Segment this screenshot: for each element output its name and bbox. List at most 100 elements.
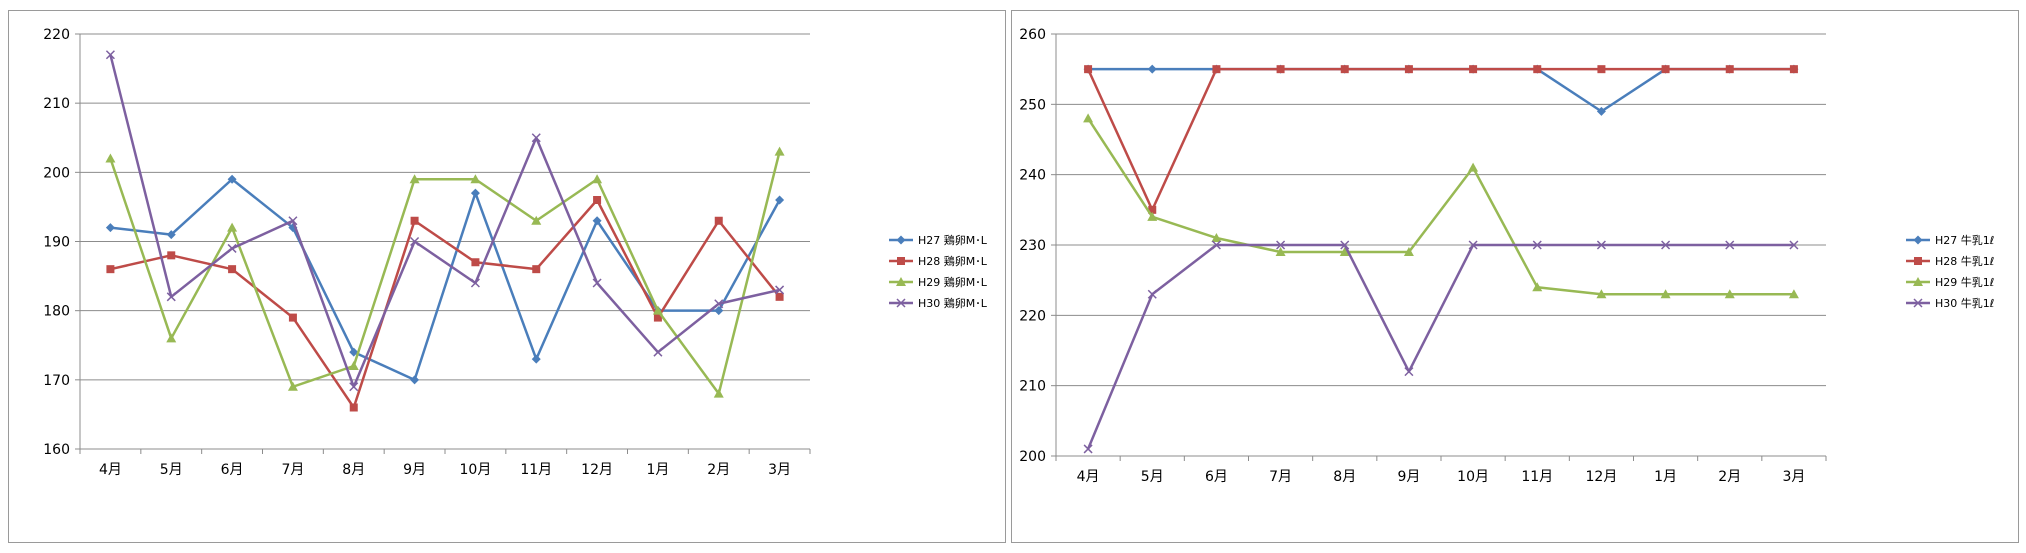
data-point: [1725, 65, 1734, 74]
chart-milk: 200 210 220 230 240 250 260 4月 5月 6月 7月 8月 9月 10月 11月 1…: [1019, 27, 1994, 485]
legend-marker: [896, 277, 906, 286]
data-point: [1340, 65, 1349, 74]
x-tick-label: 12月: [1586, 469, 1618, 485]
data-point: [228, 265, 237, 274]
y-tick-label: 160: [43, 442, 70, 458]
data-point: [1469, 65, 1478, 74]
legend-label: H28 鶏卵M･L: [918, 254, 988, 268]
data-point: [1725, 240, 1735, 250]
data-point: [1661, 240, 1671, 250]
x-tick-label: 7月: [281, 462, 304, 478]
x-tick-label: 8月: [1333, 469, 1356, 485]
data-point: [1340, 240, 1350, 250]
data-point: [166, 292, 176, 302]
data-point: [775, 285, 785, 295]
eggs-series-3: [105, 146, 785, 398]
chart-panel-milk: 200 210 220 230 240 250 260 4月 5月 6月 7月 8月 9月 10月 11月 1…: [1011, 10, 2019, 543]
chart-eggs: 160 170 180 190 200 210 220 4月 5月 6月 7月 8月 9月 10月 11月 1…: [43, 27, 988, 478]
y-tick-label: 250: [1019, 97, 1046, 113]
data-point: [410, 216, 419, 225]
data-point: [1276, 240, 1286, 250]
data-point: [1468, 240, 1478, 250]
legend-item: H28 牛乳1ℓ: [1906, 254, 1994, 268]
x-tick-label: 3月: [1782, 469, 1805, 485]
data-point: [1212, 65, 1221, 74]
y-tick-label: 220: [1019, 308, 1046, 324]
data-point: [653, 313, 662, 322]
data-point: [1661, 65, 1670, 74]
data-point: [166, 333, 177, 343]
y-tick-label: 200: [1019, 449, 1046, 465]
legend-marker: [1914, 257, 1922, 265]
data-point: [349, 382, 359, 392]
data-point: [531, 354, 541, 364]
data-point: [470, 174, 481, 184]
data-point: [349, 347, 359, 357]
eggs-series-2: [106, 196, 784, 412]
x-tick-label: 10月: [1457, 469, 1489, 485]
series-line: [109, 151, 781, 395]
milk-series-2: [1084, 65, 1798, 214]
data-point: [1147, 211, 1158, 221]
data-point: [1597, 65, 1606, 74]
legend-item: H27 牛乳1ℓ: [1906, 233, 1994, 247]
x-tick-label: 9月: [1397, 469, 1420, 485]
data-point: [105, 50, 115, 60]
data-point: [1532, 282, 1543, 292]
legend-label: H27 鶏卵M･L: [918, 233, 988, 247]
data-point: [1404, 367, 1414, 377]
data-point: [592, 174, 603, 184]
data-point: [106, 265, 115, 274]
data-point: [1276, 65, 1285, 74]
data-point: [714, 306, 724, 316]
data-point: [1533, 65, 1542, 74]
y-tick-label: 210: [43, 96, 70, 112]
legend-item: H28 鶏卵M･L: [889, 254, 988, 268]
legend-item: H30 鶏卵M･L: [889, 296, 988, 310]
data-point: [593, 196, 602, 204]
legend-item: H30 牛乳1ℓ: [1906, 296, 1994, 310]
legend-marker: [1913, 277, 1923, 286]
data-point: [167, 251, 176, 260]
legend-marker: [1913, 298, 1923, 308]
legend-marker: [897, 257, 905, 265]
y-tick-label: 210: [1019, 379, 1046, 395]
milk-series-3: [1083, 113, 1799, 299]
x-tick-label: 6月: [221, 462, 244, 478]
data-point: [409, 174, 420, 184]
series-line: [110, 178, 781, 382]
x-tick-label: 12月: [581, 462, 613, 478]
data-point: [1596, 289, 1607, 299]
data-point: [227, 174, 237, 184]
legend-item: H29 牛乳1ℓ: [1906, 275, 1994, 289]
legend-label: H30 鶏卵M･L: [918, 296, 988, 310]
legend-label: H28 牛乳1ℓ: [1935, 254, 1994, 268]
data-point: [470, 278, 480, 288]
data-point: [1339, 247, 1350, 257]
x-tick-label: 2月: [707, 462, 730, 478]
series-line: [1088, 67, 1794, 113]
data-point: [470, 188, 480, 198]
chart-panel-eggs: 160 170 180 190 200 210 220 4月 5月 6月 7月 8月 9月 10月 11月 1…: [8, 10, 1006, 543]
x-tick-label: 11月: [1521, 469, 1553, 485]
legend-item: H29 鶏卵M･L: [889, 275, 988, 289]
eggs-series-4: [105, 50, 785, 392]
data-point: [1789, 65, 1798, 74]
legend-label: H27 牛乳1ℓ: [1935, 233, 1994, 247]
y-tick-label: 230: [1019, 238, 1046, 254]
data-point: [775, 292, 784, 301]
data-point: [531, 133, 541, 143]
data-point: [1083, 444, 1093, 454]
series-line: [110, 198, 781, 409]
data-point: [592, 278, 602, 288]
data-point: [1596, 240, 1606, 250]
x-tick-label: 5月: [160, 462, 183, 478]
x-tick-label: 1月: [1654, 469, 1677, 485]
x-tick-label: 2月: [1718, 469, 1741, 485]
data-point: [287, 381, 298, 391]
series-line: [1086, 67, 1794, 212]
legend-label: H29 鶏卵M･L: [918, 275, 988, 289]
data-point: [1147, 289, 1157, 299]
x-tick-label: 6月: [1205, 469, 1228, 485]
data-point: [1403, 247, 1414, 257]
